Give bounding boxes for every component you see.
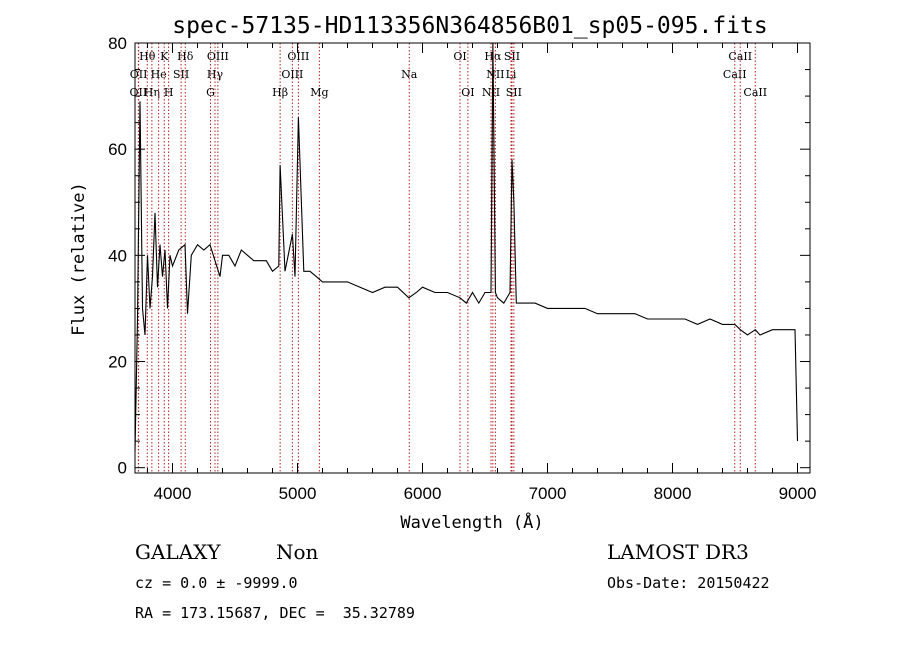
line-label-18: OI: [461, 86, 474, 99]
y-tick-label-1: 20: [108, 353, 127, 372]
line-label-24: SII: [506, 86, 522, 99]
line-label-25: CaII: [723, 68, 747, 81]
line-label-22: Li: [506, 68, 517, 81]
x-tick-label-3: 7000: [529, 484, 567, 503]
spectrum-line-0: [134, 42, 799, 452]
line-label-14: OIII: [287, 50, 309, 63]
line-label-1: OII: [130, 68, 148, 81]
x-tick-label-1: 5000: [279, 484, 317, 503]
x-tick-label-2: 6000: [404, 484, 442, 503]
y-tick-label-4: 80: [108, 34, 127, 53]
line-label-19: NII: [482, 86, 500, 99]
redshift-readout: cz = 0.0 ± -9999.0: [135, 574, 298, 592]
line-label-15: Mg: [310, 86, 328, 99]
line-label-11: OIII: [207, 50, 229, 63]
line-label-3: Hη: [144, 86, 160, 99]
line-label-26: CaII: [728, 50, 752, 63]
x-axis-label: Wavelength (Å): [400, 511, 543, 533]
line-label-6: H: [164, 86, 174, 99]
emission-line-markers: OIIOIIHθHηHeKHSIIHδGHγOIIIHβOIIIOIIIMgNa…: [130, 43, 767, 473]
survey-name: LAMOST DR3: [607, 540, 749, 564]
y-axis-label: Flux (relative): [69, 182, 89, 336]
plot-frame: [134, 42, 811, 474]
x-tick-label-4: 8000: [654, 484, 692, 503]
axes: 4000 5000 6000 7000 8000 9000 0 20 40 60 80: [108, 34, 816, 503]
y-tick-label-2: 40: [108, 246, 127, 265]
spectrum-series: [134, 42, 799, 452]
observation-date: Obs-Date: 20150422: [607, 574, 770, 592]
object-class: GALAXY: [135, 540, 221, 564]
line-label-17: OI: [453, 50, 466, 63]
line-label-23: SII: [504, 50, 520, 63]
line-label-13: OIII: [281, 68, 303, 81]
line-label-7: SII: [173, 68, 189, 81]
line-label-2: Hθ: [139, 50, 156, 63]
coordinates-readout: RA = 173.15687, DEC = 35.32789: [135, 604, 415, 622]
line-label-16: Na: [401, 68, 418, 81]
line-label-9: G: [206, 86, 215, 99]
y-tick-label-3: 60: [108, 140, 127, 159]
x-tick-label-5: 9000: [779, 484, 817, 503]
line-label-27: CaII: [743, 86, 767, 99]
line-label-10: Hγ: [207, 68, 224, 81]
line-label-12: Hβ: [272, 86, 288, 99]
chart-title: spec-57135-HD113356N364856B01_sp05-095.f…: [172, 13, 767, 39]
x-tick-label-0: 4000: [154, 484, 192, 503]
line-label-5: K: [160, 50, 169, 63]
object-subclass: Non: [276, 540, 319, 564]
line-label-4: He: [151, 68, 167, 81]
line-label-8: Hδ: [177, 50, 194, 63]
y-tick-label-0: 0: [118, 459, 127, 478]
line-label-21: NII: [486, 68, 504, 81]
